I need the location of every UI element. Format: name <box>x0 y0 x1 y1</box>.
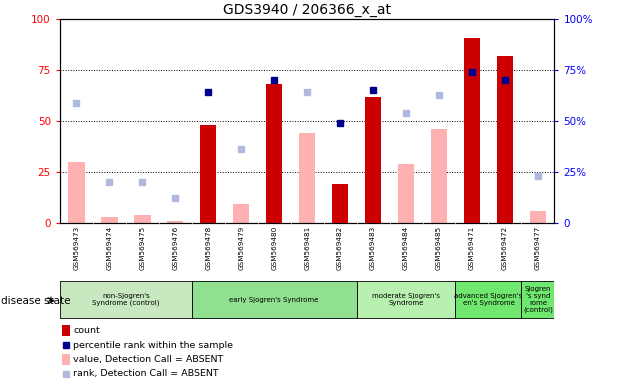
Bar <box>398 164 415 223</box>
Bar <box>60 281 192 318</box>
Text: GSM569485: GSM569485 <box>436 225 442 270</box>
Bar <box>134 215 151 223</box>
Text: GSM569474: GSM569474 <box>106 225 112 270</box>
Text: GSM569482: GSM569482 <box>337 225 343 270</box>
Title: GDS3940 / 206366_x_at: GDS3940 / 206366_x_at <box>223 3 391 17</box>
Text: non-Sjogren's
Syndrome (control): non-Sjogren's Syndrome (control) <box>92 293 159 306</box>
Text: count: count <box>73 326 100 335</box>
Text: GSM569477: GSM569477 <box>535 225 541 270</box>
Text: advanced Sjogren's
en's Syndrome: advanced Sjogren's en's Syndrome <box>454 293 523 306</box>
Bar <box>101 217 118 223</box>
Text: moderate Sjogren's
Syndrome: moderate Sjogren's Syndrome <box>372 293 440 306</box>
Text: Sjogren
's synd
rome
(control): Sjogren 's synd rome (control) <box>523 286 553 313</box>
Bar <box>530 210 546 223</box>
Text: disease state: disease state <box>1 296 71 306</box>
Bar <box>464 38 480 223</box>
Bar <box>62 326 71 336</box>
Bar <box>167 221 183 223</box>
Text: GSM569480: GSM569480 <box>271 225 277 270</box>
Bar <box>62 354 71 365</box>
Text: percentile rank within the sample: percentile rank within the sample <box>73 341 233 349</box>
Bar <box>266 84 282 223</box>
Text: GSM569476: GSM569476 <box>172 225 178 270</box>
Text: rank, Detection Call = ABSENT: rank, Detection Call = ABSENT <box>73 369 219 378</box>
Text: GSM569483: GSM569483 <box>370 225 376 270</box>
Text: GSM569472: GSM569472 <box>502 225 508 270</box>
Bar <box>299 133 316 223</box>
Bar <box>522 281 554 318</box>
Text: GSM569473: GSM569473 <box>73 225 79 270</box>
Bar <box>332 184 348 223</box>
Text: value, Detection Call = ABSENT: value, Detection Call = ABSENT <box>73 355 223 364</box>
Bar <box>365 96 381 223</box>
Bar <box>192 281 357 318</box>
Text: GSM569481: GSM569481 <box>304 225 310 270</box>
Text: GSM569484: GSM569484 <box>403 225 409 270</box>
Text: GSM569478: GSM569478 <box>205 225 211 270</box>
Bar <box>357 281 455 318</box>
Bar <box>431 129 447 223</box>
Bar <box>496 56 513 223</box>
Text: GSM569479: GSM569479 <box>238 225 244 270</box>
Bar <box>68 162 84 223</box>
Bar <box>200 125 217 223</box>
Bar <box>455 281 522 318</box>
Text: early Sjogren's Syndrome: early Sjogren's Syndrome <box>229 296 319 303</box>
Text: GSM569475: GSM569475 <box>139 225 146 270</box>
Text: GSM569471: GSM569471 <box>469 225 475 270</box>
Bar <box>233 204 249 223</box>
